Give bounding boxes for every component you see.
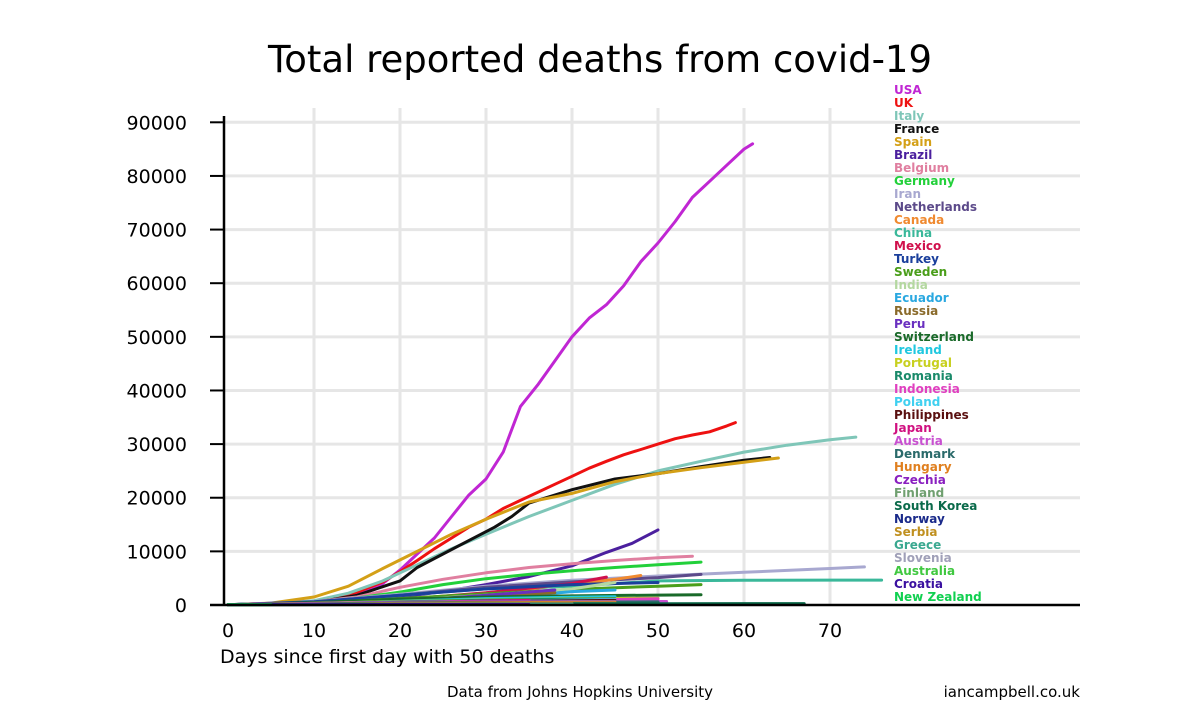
y-tick-label: 10000 bbox=[127, 541, 187, 563]
legend-entry: Ecuador bbox=[894, 291, 949, 305]
legend-entry: Hungary bbox=[894, 460, 952, 474]
x-tick-labels: 0 10 20 30 40 50 60 70 bbox=[222, 620, 842, 642]
y-tick-label: 80000 bbox=[127, 166, 187, 188]
y-tick-label: 20000 bbox=[127, 488, 187, 510]
legend-entry: Philippines bbox=[894, 408, 969, 422]
legend-entry: Ireland bbox=[894, 343, 942, 357]
x-tick-label: 60 bbox=[732, 620, 756, 642]
legend-entry: USA bbox=[894, 83, 922, 97]
legend-entry: Indonesia bbox=[894, 382, 960, 396]
legend-entry: France bbox=[894, 122, 939, 136]
x-tick-label: 50 bbox=[646, 620, 670, 642]
legend-entry: Iran bbox=[894, 187, 921, 201]
y-tick-label: 90000 bbox=[127, 112, 187, 134]
legend-entry: Romania bbox=[894, 369, 953, 383]
legend-entry: Spain bbox=[894, 135, 932, 149]
series-line bbox=[226, 456, 780, 607]
series-line bbox=[226, 142, 755, 607]
legend-entry: Germany bbox=[894, 174, 955, 188]
legend-entry: New Zealand bbox=[894, 590, 982, 604]
grid-lines bbox=[224, 108, 1080, 605]
y-tick-label: 30000 bbox=[127, 434, 187, 456]
x-axis-label: Days since first day with 50 deaths bbox=[220, 646, 554, 668]
legend-entry: Canada bbox=[894, 213, 944, 227]
legend-entry: Denmark bbox=[894, 447, 956, 461]
legend: USAUKItalyFranceSpainBrazilBelgiumGerman… bbox=[893, 83, 982, 604]
x-tick-label: 70 bbox=[818, 620, 842, 642]
legend-entry: Austria bbox=[894, 434, 943, 448]
x-tick-label: 10 bbox=[302, 620, 326, 642]
legend-entry: China bbox=[894, 226, 932, 240]
x-tick-label: 20 bbox=[388, 620, 412, 642]
y-tick-label: 70000 bbox=[127, 220, 187, 242]
legend-entry: Mexico bbox=[894, 239, 941, 253]
legend-entry: Italy bbox=[894, 109, 924, 123]
y-tick-label: 0 bbox=[175, 595, 187, 617]
legend-entry: Turkey bbox=[894, 252, 939, 266]
x-tick-label: 30 bbox=[474, 620, 498, 642]
chart-title: Total reported deaths from covid-19 bbox=[267, 38, 932, 81]
credit-note: iancampbell.co.uk bbox=[944, 683, 1081, 701]
legend-entry: Portugal bbox=[894, 356, 952, 370]
legend-entry: Japan bbox=[893, 421, 932, 435]
axes bbox=[210, 116, 1080, 607]
legend-entry: Greece bbox=[894, 538, 941, 552]
legend-entry: Sweden bbox=[894, 265, 947, 279]
x-tick-label: 0 bbox=[222, 620, 234, 642]
legend-entry: Russia bbox=[894, 304, 938, 318]
legend-entry: Finland bbox=[894, 486, 944, 500]
legend-entry: Serbia bbox=[894, 525, 938, 539]
legend-entry: Croatia bbox=[894, 577, 943, 591]
source-note: Data from Johns Hopkins University bbox=[447, 683, 713, 701]
legend-entry: Netherlands bbox=[894, 200, 977, 214]
y-tick-label: 40000 bbox=[127, 380, 187, 402]
legend-entry: Norway bbox=[894, 512, 945, 526]
series-line bbox=[226, 435, 858, 607]
y-tick-labels: 0 10000 20000 30000 40000 50000 60000 70000 8000… bbox=[127, 112, 187, 617]
legend-entry: UK bbox=[894, 96, 914, 110]
y-tick-label: 60000 bbox=[127, 273, 187, 295]
legend-entry: Brazil bbox=[894, 148, 932, 162]
legend-entry: South Korea bbox=[894, 499, 977, 513]
series-lines bbox=[226, 142, 884, 607]
legend-entry: Australia bbox=[894, 564, 955, 578]
legend-entry: Poland bbox=[894, 395, 940, 409]
y-tick-label: 50000 bbox=[127, 327, 187, 349]
x-tick-label: 40 bbox=[560, 620, 584, 642]
legend-entry: India bbox=[894, 278, 928, 292]
legend-entry: Switzerland bbox=[894, 330, 974, 344]
legend-entry: Belgium bbox=[894, 161, 949, 175]
legend-entry: Slovenia bbox=[894, 551, 952, 565]
legend-entry: Czechia bbox=[894, 473, 946, 487]
legend-entry: Peru bbox=[894, 317, 925, 331]
